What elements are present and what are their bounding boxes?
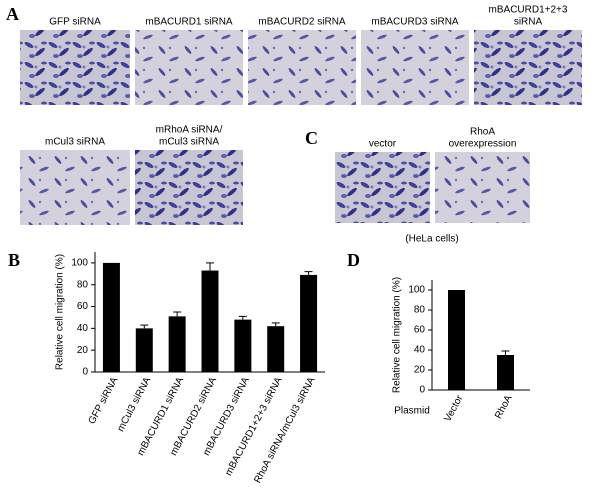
micrograph-label: GFP siRNA	[49, 17, 101, 28]
micrograph-label: mCul3 siRNA	[159, 137, 219, 148]
bar	[135, 328, 153, 372]
y-tick-label: 100	[408, 285, 425, 296]
y-tick-label: 20	[414, 365, 426, 376]
micrograph	[361, 30, 469, 105]
panel-label: D	[347, 250, 360, 270]
micrograph	[135, 30, 243, 105]
micrograph-label: mRhoA siRNA/	[156, 125, 223, 136]
x-tick-label: GFP siRNA	[87, 375, 121, 426]
panel-label: B	[8, 250, 20, 270]
micrograph	[474, 30, 582, 105]
caption: (HeLa cells)	[405, 234, 458, 245]
y-axis-label: Relative cell migration (%)	[55, 254, 66, 370]
y-tick-label: 0	[419, 385, 425, 396]
micrograph-label: siRNA	[514, 17, 543, 28]
bar	[497, 355, 514, 390]
x-tick-label: mCul3 siRNA	[115, 375, 153, 433]
y-tick-label: 100	[71, 258, 88, 269]
bar	[168, 316, 186, 372]
micrograph-label: overexpression	[449, 139, 517, 150]
micrograph-label: mCul3 siRNA	[45, 137, 105, 148]
bar	[448, 290, 465, 390]
y-tick-label: 20	[77, 345, 89, 356]
y-tick-label: 40	[77, 323, 89, 334]
y-axis-label: Relative cell migration (%)	[392, 277, 403, 393]
y-tick-label: 60	[77, 301, 89, 312]
y-tick-label: 60	[414, 325, 426, 336]
y-tick-label: 80	[414, 305, 426, 316]
micrograph-label: mBACURD1 siRNA	[145, 17, 233, 28]
bar	[234, 319, 252, 372]
micrograph-label: vector	[369, 139, 397, 150]
micrograph-label: mBACURD1+2+3	[489, 5, 568, 16]
bar	[201, 270, 219, 372]
panel-label: A	[6, 4, 19, 24]
bar	[300, 274, 318, 372]
micrograph	[248, 30, 356, 105]
x-tick-label: Vector	[442, 393, 465, 424]
micrograph-label: mBACURD3 siRNA	[371, 17, 459, 28]
panel-label: C	[305, 128, 318, 148]
micrograph	[435, 152, 530, 223]
micrograph-label: RhoA	[470, 127, 495, 138]
micrograph	[135, 150, 243, 225]
micrograph	[20, 30, 130, 105]
x-axis-label: Plasmid	[394, 406, 430, 417]
bar	[267, 326, 285, 372]
x-tick-label: mBACURD1+2+3 siRNA	[223, 375, 285, 478]
micrograph-label: mBACURD2 siRNA	[258, 17, 346, 28]
y-tick-label: 0	[82, 367, 88, 378]
y-tick-label: 80	[77, 279, 89, 290]
micrograph	[20, 150, 130, 225]
x-tick-label: RhoA siRNA/mCul3 siRNA	[252, 375, 317, 485]
micrograph	[335, 152, 430, 223]
y-tick-label: 40	[414, 345, 426, 356]
x-tick-label: RhoA	[493, 393, 515, 421]
bar	[102, 262, 120, 372]
